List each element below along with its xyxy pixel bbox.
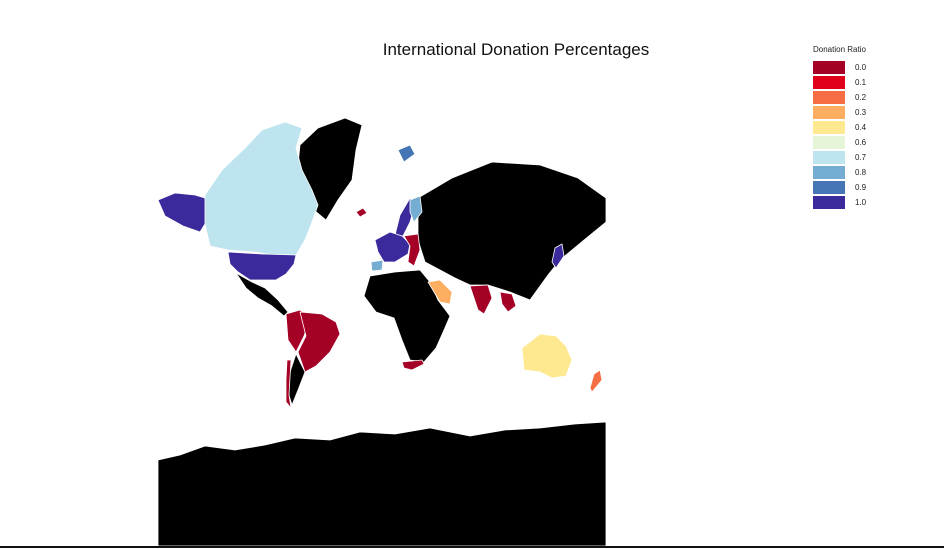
legend-label: 0.2 — [855, 93, 867, 102]
region-western-europe — [374, 231, 411, 263]
legend-swatch — [813, 76, 845, 89]
legend-item: 0.4 — [813, 120, 923, 135]
region-brazil — [297, 311, 341, 373]
region-eastern-europe — [403, 233, 421, 267]
bottom-rule — [0, 546, 944, 548]
region-south-africa — [401, 359, 425, 371]
legend-label: 0.9 — [855, 183, 867, 192]
region-antarctica — [157, 421, 607, 547]
legend-swatch — [813, 61, 845, 74]
region-canada — [203, 121, 319, 259]
legend-swatch — [813, 106, 845, 119]
region-australia — [521, 333, 573, 379]
legend-swatch — [813, 136, 845, 149]
legend-item: 0.1 — [813, 75, 923, 90]
legend-swatch — [813, 196, 845, 209]
legend-items: 0.0 0.1 0.2 0.3 0.4 0.6 0.7 0.8 0.9 1.0 — [813, 60, 923, 210]
legend-swatch — [813, 166, 845, 179]
legend-label: 0.7 — [855, 153, 867, 162]
region-iceland — [355, 207, 368, 218]
region-spain — [370, 259, 384, 272]
legend-label: 0.6 — [855, 138, 867, 147]
legend-title: Donation Ratio — [813, 45, 866, 54]
legend-item: 0.8 — [813, 165, 923, 180]
region-chile — [285, 359, 292, 409]
legend-item: 0.7 — [813, 150, 923, 165]
legend-swatch — [813, 121, 845, 134]
region-new-zealand — [589, 369, 603, 393]
legend-label: 1.0 — [855, 198, 867, 207]
region-finland — [409, 195, 423, 223]
legend-item: 1.0 — [813, 195, 923, 210]
legend-item: 0.3 — [813, 105, 923, 120]
legend-label: 0.8 — [855, 168, 867, 177]
region-japan — [551, 243, 565, 269]
region-svalbard — [397, 144, 416, 163]
legend-label: 0.4 — [855, 123, 867, 132]
map-title: International Donation Percentages — [382, 40, 650, 59]
legend-item: 0.9 — [813, 180, 923, 195]
legend-swatch — [813, 91, 845, 104]
legend-swatch — [813, 151, 845, 164]
legend-item: 0.6 — [813, 135, 923, 150]
region-alaska — [157, 192, 206, 233]
region-russia-asia — [417, 161, 607, 301]
legend-item: 0.2 — [813, 90, 923, 105]
legend-label: 0.3 — [855, 108, 867, 117]
legend-item: 0.0 — [813, 60, 923, 75]
region-united-states — [227, 251, 297, 281]
region-saudi-arabia — [427, 279, 453, 305]
legend-swatch — [813, 181, 845, 194]
legend: Donation Ratio 0.0 0.1 0.2 0.3 0.4 0.6 0.7 0.8 0… — [813, 45, 923, 210]
legend-label: 0.0 — [855, 63, 867, 72]
region-india — [469, 284, 493, 315]
region-southeast-asia — [499, 291, 517, 313]
region-africa — [363, 269, 451, 363]
legend-label: 0.1 — [855, 78, 867, 87]
